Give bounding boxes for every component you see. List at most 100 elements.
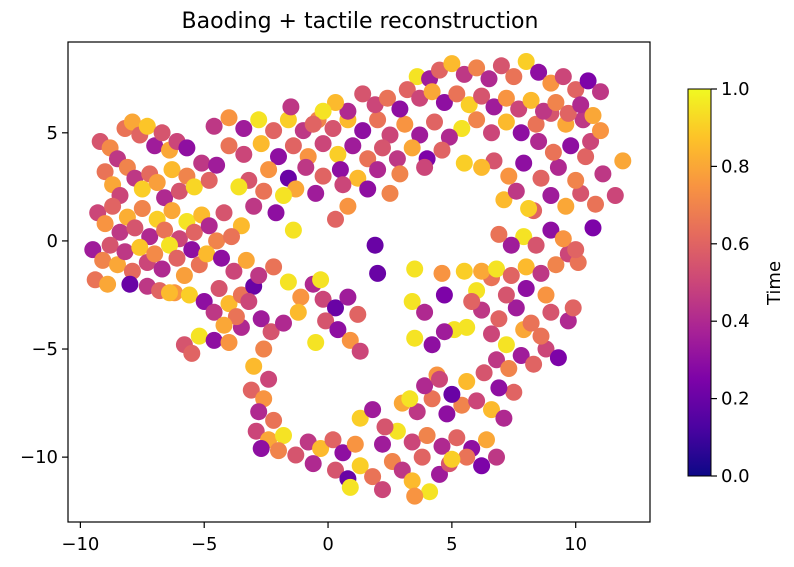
x-tick-label: 5 (446, 534, 457, 555)
scatter-point (440, 128, 458, 146)
scatter-point (304, 455, 322, 473)
scatter-points (84, 53, 632, 505)
scatter-point (374, 139, 391, 157)
scatter-point (329, 321, 347, 339)
scatter-point (522, 91, 540, 109)
scatter-point (490, 225, 508, 243)
scatter-point (279, 111, 297, 129)
scatter-point (329, 145, 347, 163)
scatter-point (421, 483, 439, 501)
scatter-point (185, 223, 203, 241)
scatter-point (443, 450, 461, 468)
scatter-point (413, 448, 431, 466)
scatter-point (473, 87, 491, 105)
scatter-point (344, 137, 362, 155)
scatter-point (215, 316, 233, 334)
x-axis: −10 −5 0 5 10 (61, 522, 587, 555)
scatter-point (175, 267, 193, 284)
scatter-point (458, 373, 476, 390)
scatter-point (547, 94, 565, 111)
scatter-point (156, 221, 174, 239)
scatter-point (215, 204, 233, 222)
scatter-point (374, 481, 391, 499)
scatter-point (473, 158, 491, 176)
scatter-point (527, 115, 545, 133)
scatter-point (507, 299, 525, 317)
scatter-point (247, 422, 265, 440)
scatter-point (170, 182, 188, 200)
scatter-point (148, 174, 166, 191)
scatter-point (339, 197, 357, 215)
scatter-point (282, 98, 300, 116)
scatter-point (460, 96, 478, 114)
y-tick-label: 0 (47, 231, 58, 252)
scatter-point (156, 189, 174, 207)
scatter-point (606, 187, 624, 204)
scatter-point (220, 334, 238, 351)
scatter-point (168, 249, 186, 267)
scatter-point (374, 435, 391, 453)
scatter-point (438, 405, 456, 423)
scatter-point (423, 336, 441, 354)
scatter-point (96, 215, 114, 233)
scatter-point (275, 314, 292, 332)
x-tick-label: −10 (61, 534, 99, 555)
scatter-point (505, 68, 523, 86)
colorbar-ticks: 0.0 0.2 0.4 0.6 0.8 1.0 (711, 79, 750, 487)
scatter-point (324, 431, 342, 449)
scatter-point (131, 238, 149, 256)
colorbar-tick-label: 0.4 (721, 311, 750, 332)
scatter-point (205, 117, 223, 135)
scatter-point (567, 241, 585, 259)
scatter-point (163, 202, 181, 220)
scatter-point (406, 260, 424, 278)
scatter-point (522, 314, 540, 332)
scatter-point (532, 169, 550, 187)
scatter-point (497, 336, 515, 354)
scatter-point (232, 217, 250, 235)
scatter-point (178, 139, 196, 157)
scatter-point (359, 180, 377, 198)
scatter-point (535, 102, 552, 120)
scatter-point (252, 135, 270, 153)
scatter-point (198, 245, 216, 263)
scatter-point (554, 230, 572, 248)
scatter-point (265, 122, 283, 140)
scatter-point (369, 161, 387, 179)
scatter-point (267, 204, 285, 222)
scatter-point (245, 197, 263, 215)
scatter-point (275, 427, 292, 444)
x-tick-label: −5 (191, 534, 218, 555)
scatter-point (183, 241, 201, 259)
scatter-point (515, 154, 533, 172)
scatter-point (381, 184, 399, 202)
scatter-point (314, 102, 332, 120)
scatter-point (349, 305, 367, 323)
scatter-point (339, 102, 357, 120)
scatter-point (339, 288, 357, 306)
scatter-point (505, 383, 523, 401)
scatter-point (334, 176, 352, 194)
scatter-point (559, 312, 577, 330)
scatter-point (161, 236, 178, 254)
scatter-point (255, 182, 273, 200)
colorbar-tick-label: 0.6 (721, 234, 750, 255)
scatter-point (582, 133, 600, 150)
scatter-point (138, 117, 156, 135)
scatter-point (133, 180, 151, 198)
scatter-point (126, 219, 144, 237)
scatter-point (242, 381, 260, 399)
scatter-point (270, 442, 287, 460)
scatter-point (406, 487, 424, 505)
scatter-point (584, 219, 602, 237)
scatter-point (557, 197, 575, 215)
scatter-point (542, 187, 560, 204)
scatter-point (279, 273, 297, 291)
scatter-point (351, 409, 369, 427)
scatter-point (564, 299, 582, 317)
scatter-point (497, 286, 515, 304)
scatter-point (369, 111, 387, 129)
scatter-point (562, 137, 580, 155)
scatter-point (364, 401, 382, 419)
scatter-point (532, 327, 550, 345)
